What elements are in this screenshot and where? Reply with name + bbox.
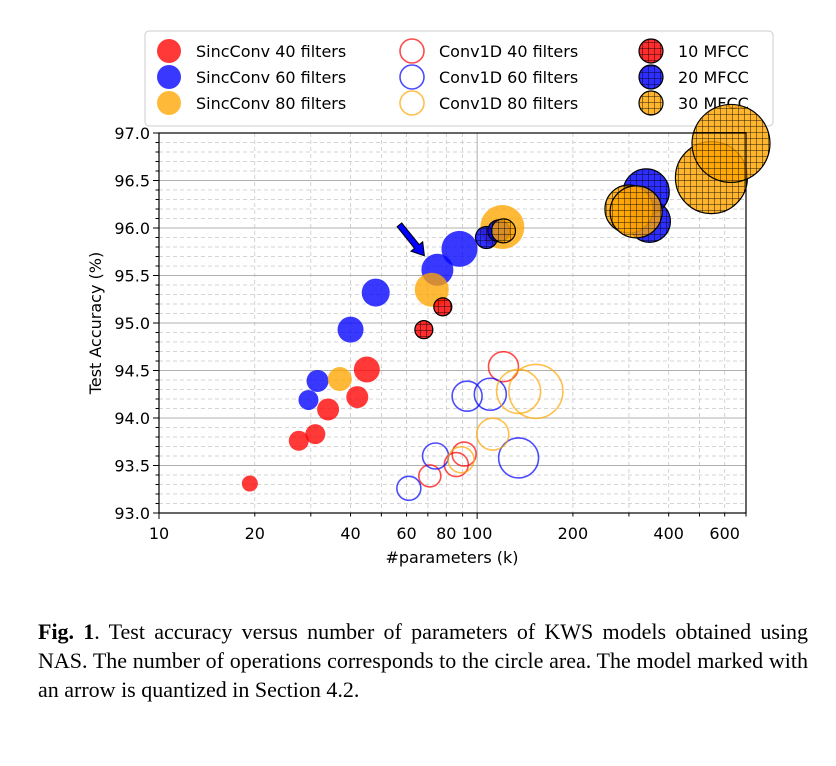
data-point [346, 386, 369, 409]
data-point [317, 398, 340, 421]
x-tick-label: 60 [396, 524, 416, 543]
legend-marker [399, 90, 425, 116]
y-tick-label: 95.5 [114, 267, 150, 286]
data-point [691, 103, 771, 184]
data-point [451, 380, 483, 412]
x-tick-label: 10 [149, 524, 169, 543]
legend-label: SincConv 80 filters [196, 94, 346, 113]
data-point [451, 441, 477, 467]
data-point [414, 320, 434, 340]
legend-label: SincConv 60 filters [196, 68, 346, 87]
data-point [487, 350, 520, 383]
x-tick-label: 200 [558, 524, 589, 543]
legend-marker [157, 65, 181, 89]
figure-caption: Fig. 1. Test accuracy versus number of p… [38, 617, 808, 704]
scatter-chart: SincConv 40 filters SincConv 60 filters Si… [86, 30, 774, 567]
y-axis-label: Test Accuracy (%) [86, 252, 105, 395]
data-point [495, 368, 542, 415]
data-point [305, 424, 326, 445]
legend-marker [157, 39, 181, 63]
arrow-icon [396, 222, 425, 257]
annotation-arrow [396, 222, 425, 257]
x-tick-label: 20 [245, 524, 265, 543]
data-point [418, 464, 442, 488]
data-point [609, 185, 663, 239]
legend-marker [638, 90, 664, 116]
data-point [508, 363, 564, 420]
legend-marker [638, 38, 664, 64]
y-tick-label: 94.0 [114, 409, 150, 428]
legend-label: Conv1D 80 filters [439, 94, 578, 113]
caption-text: . Test accuracy versus number of paramet… [38, 619, 808, 702]
legend-marker [399, 38, 425, 64]
legend-label: SincConv 40 filters [196, 42, 346, 61]
data-point [288, 430, 309, 451]
data-point [353, 356, 380, 383]
legend-label: Conv1D 40 filters [439, 42, 578, 61]
y-tick-label: 96.5 [114, 172, 150, 191]
legend: SincConv 40 filters SincConv 60 filters Si… [144, 30, 774, 127]
x-tick-label: 600 [709, 524, 740, 543]
y-tick-label: 93.5 [114, 457, 150, 476]
y-tick-label: 94.5 [114, 362, 150, 381]
legend-label: 10 MFCC [678, 42, 749, 61]
data-point [298, 389, 319, 410]
data-point [337, 316, 364, 343]
data-point [497, 437, 540, 479]
data-point [361, 278, 390, 307]
x-tick-label: 400 [653, 524, 684, 543]
data-point [306, 369, 329, 392]
data-point [447, 445, 475, 474]
legend-marker [157, 91, 181, 115]
tick-labels: 10 20 40 60 80 100 200 400 600 93.0 93.5 94.0 94.5 95… [114, 124, 740, 543]
legend-box [144, 30, 774, 127]
x-tick-label: 40 [340, 524, 360, 543]
x-axis-label: #parameters (k) [385, 548, 518, 567]
data-point [473, 377, 508, 412]
legend-label: 20 MFCC [678, 68, 749, 87]
data-point [441, 230, 478, 267]
data-points [241, 103, 771, 502]
legend-label: Conv1D 60 filters [439, 68, 578, 87]
y-tick-label: 95.0 [114, 314, 150, 333]
y-tick-label: 97.0 [114, 124, 150, 143]
data-point [396, 475, 422, 502]
legend-marker [638, 64, 664, 90]
y-tick-label: 93.0 [114, 504, 150, 523]
y-tick-label: 96.0 [114, 219, 150, 238]
legend-marker [399, 64, 425, 90]
x-tick-label: 100 [462, 524, 493, 543]
data-point [475, 417, 510, 451]
data-point [327, 367, 352, 392]
caption-label: Fig. 1 [38, 619, 95, 644]
data-point [433, 297, 453, 317]
data-point [241, 475, 258, 492]
axes [153, 132, 747, 519]
data-point [490, 218, 517, 244]
x-tick-label: 80 [436, 524, 456, 543]
